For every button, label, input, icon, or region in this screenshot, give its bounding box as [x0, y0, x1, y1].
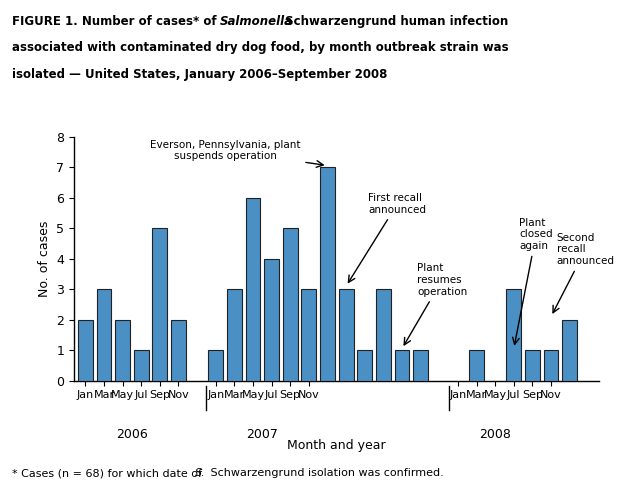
Bar: [283, 228, 298, 381]
Bar: [208, 350, 223, 381]
Bar: [525, 350, 540, 381]
Bar: [96, 289, 111, 381]
Bar: [133, 350, 149, 381]
Text: Schwarzengrund human infection: Schwarzengrund human infection: [281, 15, 509, 28]
Bar: [413, 350, 428, 381]
Text: FIGURE 1. Number of cases* of: FIGURE 1. Number of cases* of: [12, 15, 221, 28]
Bar: [171, 320, 186, 381]
Bar: [376, 289, 391, 381]
Bar: [302, 289, 316, 381]
Text: 2007: 2007: [247, 428, 278, 441]
Bar: [357, 350, 372, 381]
Bar: [115, 320, 130, 381]
Text: 2006: 2006: [116, 428, 148, 441]
Text: Second
recall
announced: Second recall announced: [553, 233, 615, 313]
Text: Plant
resumes
operation: Plant resumes operation: [404, 264, 467, 345]
Text: First recall
announced: First recall announced: [349, 193, 426, 283]
Y-axis label: No. of cases: No. of cases: [38, 221, 51, 297]
Bar: [562, 320, 577, 381]
Bar: [264, 259, 279, 381]
Bar: [394, 350, 410, 381]
X-axis label: Month and year: Month and year: [287, 439, 386, 452]
Text: associated with contaminated dry dog food, by month outbreak strain was: associated with contaminated dry dog foo…: [12, 41, 509, 55]
Bar: [153, 228, 167, 381]
Bar: [469, 350, 484, 381]
Text: * Cases (n = 68) for which date of: * Cases (n = 68) for which date of: [12, 468, 206, 478]
Bar: [245, 198, 260, 381]
Bar: [506, 289, 521, 381]
Text: S.: S.: [195, 468, 205, 478]
Text: 2008: 2008: [479, 428, 511, 441]
Text: Plant
closed
again: Plant closed again: [512, 218, 553, 345]
Text: Schwarzengrund isolation was confirmed.: Schwarzengrund isolation was confirmed.: [207, 468, 444, 478]
Bar: [544, 350, 559, 381]
Text: Salmonella: Salmonella: [219, 15, 292, 28]
Bar: [339, 289, 353, 381]
Text: Everson, Pennsylvania, plant
suspends operation: Everson, Pennsylvania, plant suspends op…: [150, 140, 323, 167]
Bar: [320, 167, 335, 381]
Bar: [78, 320, 93, 381]
Bar: [227, 289, 242, 381]
Text: isolated — United States, January 2006–September 2008: isolated — United States, January 2006–S…: [12, 68, 387, 81]
